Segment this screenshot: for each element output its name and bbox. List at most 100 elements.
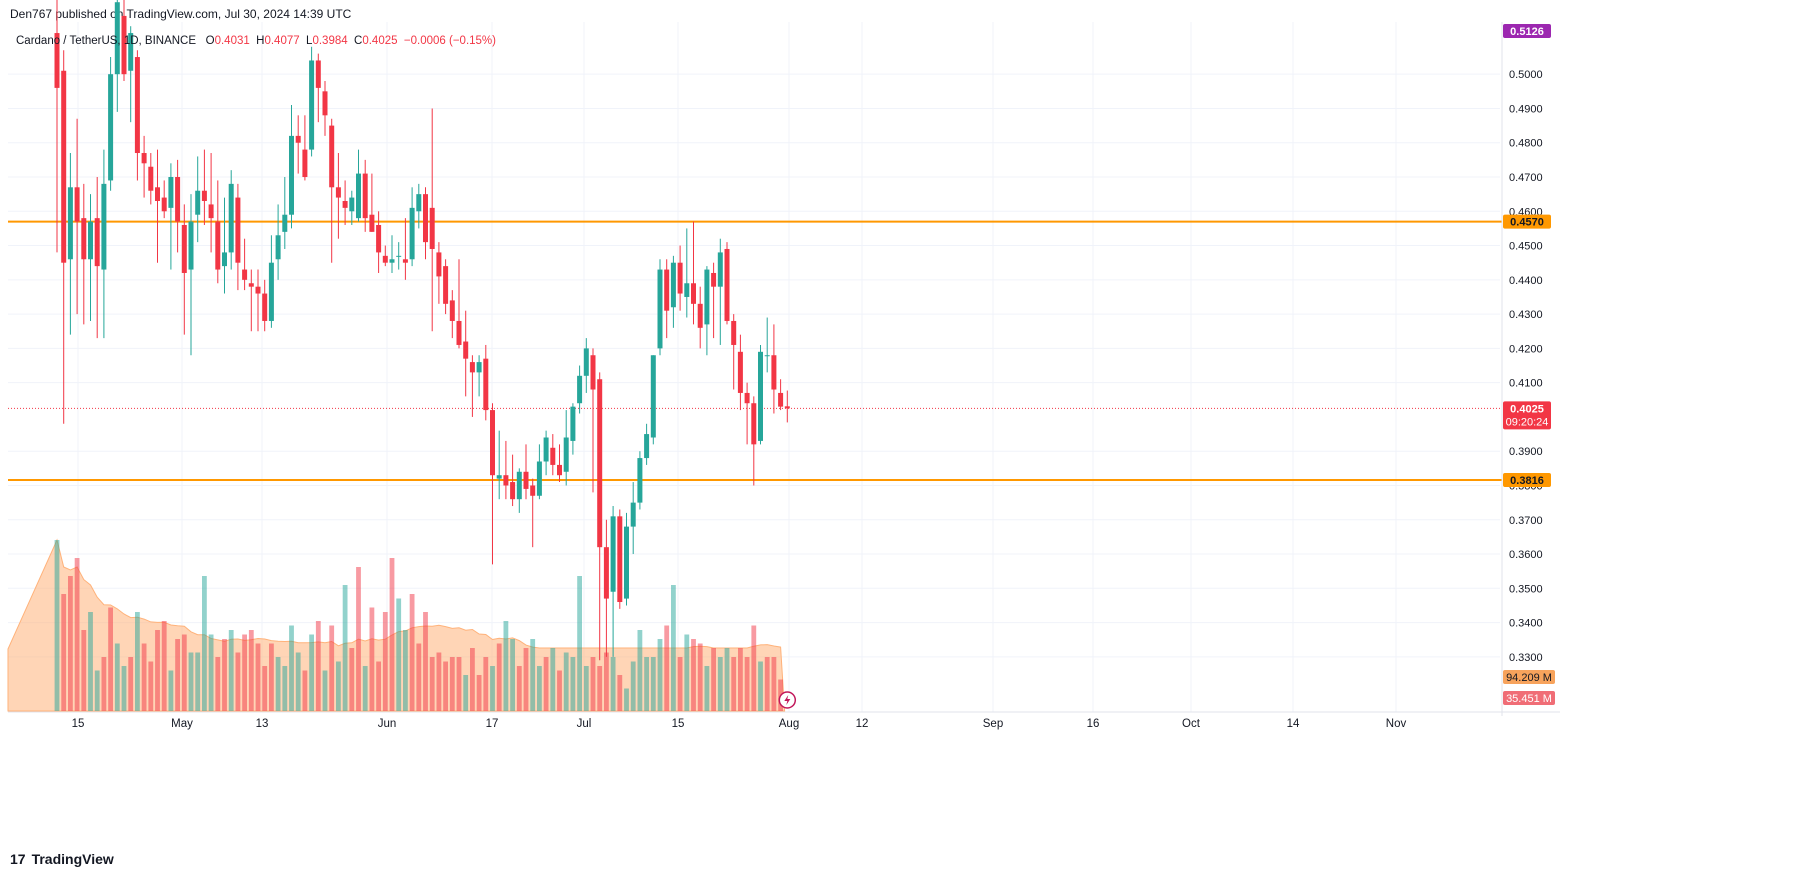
- candle-body: [503, 475, 509, 486]
- candle-body: [617, 516, 623, 603]
- volume-bar: [389, 558, 395, 711]
- volume-bar: [563, 652, 569, 711]
- volume-bar: [248, 630, 254, 711]
- volume-bar: [228, 630, 234, 711]
- volume-bar: [771, 657, 777, 711]
- volume-bar: [202, 576, 207, 711]
- volume-bar: [490, 666, 495, 711]
- volume-bar: [550, 648, 556, 711]
- volume-bar: [416, 643, 422, 711]
- candle-body: [208, 204, 214, 219]
- close-value: 0.4025: [362, 35, 398, 47]
- candle-body: [315, 60, 321, 88]
- price-tick-label: 0.4800: [1509, 138, 1543, 150]
- candle-body: [691, 283, 696, 304]
- candle-body: [583, 348, 589, 376]
- candle-body: [402, 259, 408, 263]
- candle-body: [101, 183, 107, 270]
- low-label: L: [306, 35, 313, 47]
- candle-body: [255, 286, 261, 294]
- candle-body: [684, 283, 690, 297]
- volume-bar: [275, 657, 281, 711]
- candle-body: [376, 224, 382, 253]
- candle-body: [141, 153, 147, 164]
- candle-body: [81, 218, 87, 260]
- volume-bar: [429, 657, 435, 711]
- volume-bar: [604, 652, 609, 711]
- open-label: O: [205, 35, 215, 47]
- volume-bar: [724, 648, 730, 711]
- date-tick-label: Oct: [1182, 718, 1201, 730]
- volume-bar: [751, 625, 757, 711]
- volume-bar: [697, 643, 703, 711]
- candle-body: [657, 269, 663, 349]
- volume-bar: [630, 661, 636, 711]
- price-tick-label: 0.5000: [1509, 69, 1543, 81]
- high-value: 0.4077: [264, 35, 300, 47]
- volume-bar: [650, 657, 656, 711]
- volume-bar: [644, 657, 649, 711]
- date-tick-label: 15: [72, 718, 85, 730]
- candle-body: [778, 392, 784, 407]
- candle-body: [456, 320, 462, 345]
- volume-bars: [7, 538, 786, 712]
- candle-body: [570, 406, 576, 441]
- candle-body: [228, 183, 234, 253]
- price-tick-label: 0.4100: [1509, 378, 1543, 390]
- volume-bar: [188, 652, 194, 711]
- volume-bar: [637, 630, 643, 711]
- volume-bar: [577, 576, 582, 711]
- candle-body: [744, 392, 750, 404]
- candle-body: [523, 471, 529, 489]
- tradingview-logo[interactable]: 17 TradingView: [10, 851, 114, 867]
- candle-body: [563, 437, 569, 472]
- volume-bar: [289, 625, 294, 711]
- volume-bar: [148, 661, 154, 711]
- candle-body: [670, 262, 676, 308]
- candle-body: [469, 362, 475, 373]
- open-value: 0.4031: [214, 35, 250, 47]
- candle-body: [195, 190, 201, 215]
- price-tick-label: 0.4300: [1509, 309, 1543, 321]
- date-tick-label: Nov: [1386, 718, 1407, 730]
- candle-body: [309, 60, 315, 150]
- candle-body: [449, 300, 455, 321]
- volume-bar: [570, 657, 576, 711]
- candle-body: [356, 173, 361, 219]
- volume-bar: [235, 652, 241, 711]
- price-tick-label: 0.4900: [1509, 103, 1543, 115]
- volume-bar: [168, 670, 174, 711]
- volume-bar: [349, 648, 355, 711]
- candle-body: [496, 475, 502, 479]
- volume-bar: [322, 670, 328, 711]
- top-price-label-bg: [1503, 24, 1551, 38]
- candle-body: [751, 403, 757, 445]
- candle-body: [289, 135, 294, 215]
- volume-bar: [114, 643, 120, 711]
- volume-bar: [744, 657, 750, 711]
- volume-bar: [624, 688, 629, 711]
- candle-body: [262, 293, 268, 321]
- volume-bar: [74, 558, 80, 711]
- resistance-label-bg: [1503, 214, 1551, 229]
- candle-body: [644, 434, 650, 459]
- candle-body: [342, 201, 348, 208]
- symbol-ohlc-legend: Cardano / TetherUS, 1D, BINANCE O0.4031 …: [16, 35, 496, 47]
- volume-bar: [195, 652, 201, 711]
- candle-body: [416, 194, 422, 212]
- volume-bar: [61, 594, 67, 711]
- candle-body: [724, 248, 730, 321]
- candle-body: [436, 252, 442, 277]
- candle-body: [483, 358, 489, 411]
- candle-body: [148, 166, 154, 191]
- candle-body: [128, 33, 134, 71]
- date-tick-label: 17: [486, 718, 499, 730]
- candle-body: [168, 177, 174, 208]
- candle-body: [175, 177, 181, 222]
- candle-body: [121, 15, 127, 75]
- volume-bar: [208, 634, 214, 711]
- close-label: C: [354, 35, 363, 47]
- volume-bar: [449, 657, 455, 711]
